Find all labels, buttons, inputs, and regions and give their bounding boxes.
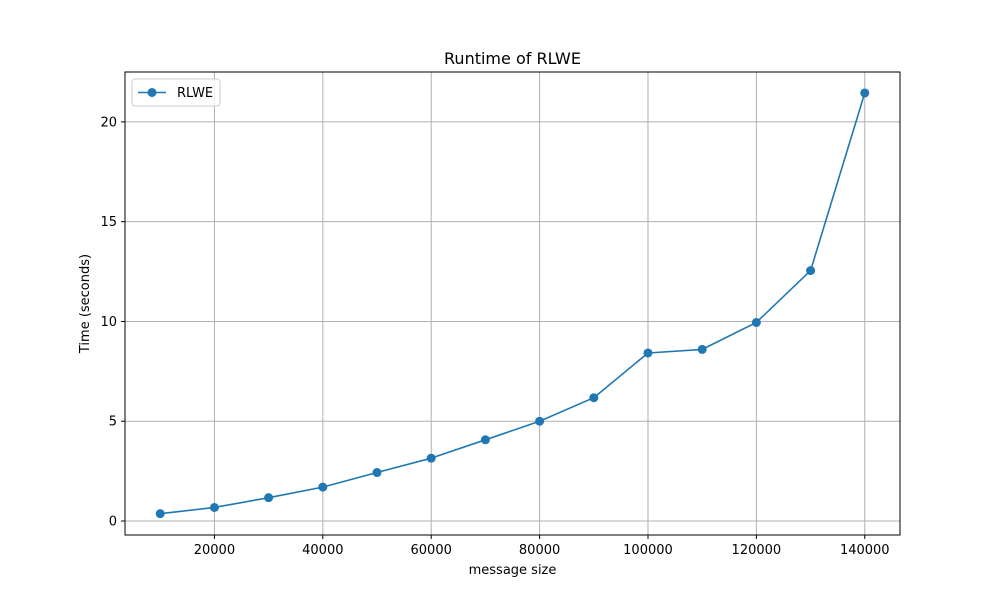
data-point — [318, 482, 328, 492]
y-tick-label: 10 — [100, 315, 117, 330]
data-point — [209, 502, 219, 512]
data-point — [264, 493, 274, 503]
x-tick-label: 20000 — [194, 543, 235, 558]
y-tick-label: 20 — [100, 115, 117, 130]
y-tick-label: 0 — [109, 515, 117, 530]
data-point — [643, 348, 653, 358]
data-point — [697, 344, 707, 354]
series-line-rlwe — [160, 92, 866, 515]
y-tick-label: 15 — [100, 215, 117, 230]
plot-frame — [124, 71, 901, 536]
x-axis-label: message size — [469, 563, 557, 578]
data-point — [860, 88, 870, 98]
x-tick-label: 60000 — [411, 543, 452, 558]
data-point — [372, 468, 382, 478]
series-layer — [155, 88, 870, 519]
data-point — [589, 393, 599, 403]
legend-box — [131, 78, 221, 107]
x-tick-label: 140000 — [840, 543, 890, 558]
data-point — [426, 453, 436, 463]
y-tick-label: 5 — [109, 415, 117, 430]
x-tick-label: 80000 — [519, 543, 560, 558]
x-tick-label: 120000 — [732, 543, 782, 558]
data-point — [806, 266, 816, 276]
chart-title: Runtime of RLWE — [444, 49, 581, 68]
grid — [125, 72, 900, 535]
legend-marker-swatch — [147, 88, 157, 97]
data-point — [751, 317, 761, 327]
data-point — [535, 416, 545, 426]
legend: RLWE — [131, 78, 221, 107]
ticks: 20000 40000 60000 80000 100000 120000 140000 0 5… — [100, 115, 889, 558]
x-tick-label: 40000 — [302, 543, 343, 558]
y-axis-label: Time (seconds) — [78, 254, 93, 354]
data-point — [155, 509, 165, 519]
x-tick-label: 100000 — [623, 543, 673, 558]
legend-label: RLWE — [177, 86, 213, 101]
data-point — [480, 435, 490, 445]
